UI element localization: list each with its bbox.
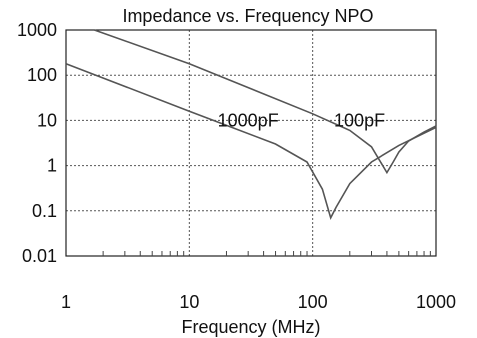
x-minor-ticks [102,251,431,256]
y-tick-label: 10 [37,110,57,130]
y-tick-label: 100 [27,65,57,85]
chart-title: Impedance vs. Frequency NPO [122,6,373,26]
series-line-1000pf [65,62,437,220]
plot-frame [65,29,437,257]
y-tick-label: 0.1 [32,201,57,221]
series-annotations: 1000pF 100pF [218,110,385,130]
y-tick-labels: 1000 100 10 1 0.1 0.01 [17,20,57,266]
x-tick-label: 1000 [416,292,456,312]
series-annotation: 1000pF [218,110,279,130]
x-axis-label: Frequency (MHz) [181,317,320,337]
y-tick-label: 1000 [17,20,57,40]
x-tick-label: 100 [298,292,328,312]
x-tick-label: 1 [61,292,71,312]
grid-lines [66,30,436,256]
x-tick-label: 10 [179,292,199,312]
y-tick-label: 1 [47,156,57,176]
series-line-100pf [94,29,437,175]
y-tick-label: 0.01 [22,246,57,266]
series-annotation: 100pF [334,110,385,130]
series-lines [65,29,437,220]
x-tick-labels: 1 10 100 1000 [61,292,456,312]
